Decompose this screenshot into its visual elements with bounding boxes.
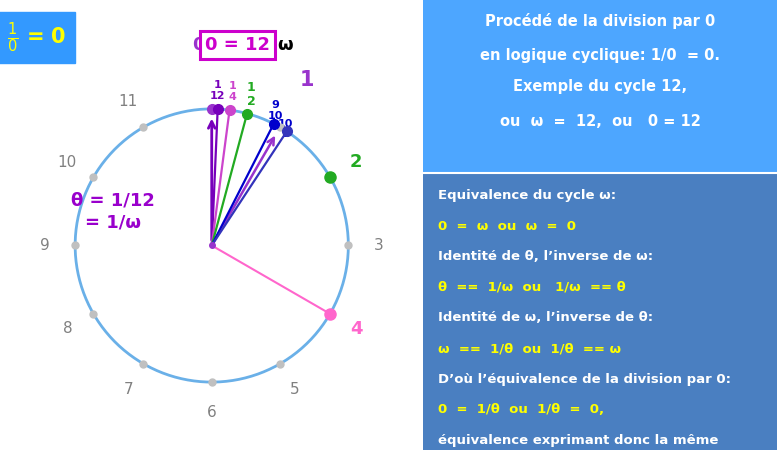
Text: 9: 9	[40, 238, 50, 253]
Text: 2: 2	[350, 153, 362, 171]
Text: 9: 9	[281, 129, 289, 140]
Text: 11: 11	[119, 94, 138, 108]
Text: 9: 9	[271, 100, 279, 110]
Text: 0 = 12: 0 = 12	[205, 36, 270, 54]
Text: D’où l’équivalence de la division par 0:: D’où l’équivalence de la division par 0:	[437, 373, 730, 386]
Text: 1: 1	[228, 81, 236, 91]
Text: 3: 3	[374, 238, 383, 253]
Text: 8: 8	[63, 321, 72, 336]
Text: 2: 2	[247, 95, 256, 108]
Text: équivalence exprimant donc la même: équivalence exprimant donc la même	[437, 434, 718, 447]
Text: 4: 4	[350, 320, 362, 338]
Text: Identité de θ, l’inverse de ω:: Identité de θ, l’inverse de ω:	[437, 250, 653, 263]
Text: Identité de ω, l’inverse de θ:: Identité de ω, l’inverse de θ:	[437, 311, 653, 324]
Text: $\frac{1}{0}$ = 0: $\frac{1}{0}$ = 0	[7, 21, 67, 55]
Bar	[423, 0, 777, 173]
Text: ou  ω  =  12,  ou   0 = 12: ou ω = 12, ou 0 = 12	[500, 114, 701, 129]
Text: 12: 12	[210, 90, 225, 101]
Text: 10: 10	[57, 155, 77, 170]
Text: 4: 4	[228, 92, 236, 102]
Text: 10: 10	[277, 119, 293, 129]
Text: en logique cyclique: 1/0  = 0.: en logique cyclique: 1/0 = 0.	[480, 48, 720, 63]
Text: 5: 5	[291, 382, 300, 397]
Text: 1: 1	[214, 80, 221, 90]
Text: Equivalence du cycle ω:: Equivalence du cycle ω:	[437, 189, 615, 202]
Text: θ  ==  1/ω  ou   1/ω  == θ: θ == 1/ω ou 1/ω == θ	[437, 281, 625, 294]
Text: 1: 1	[300, 70, 315, 90]
Text: 7: 7	[124, 382, 133, 397]
Text: 0: 0	[192, 36, 204, 54]
Text: 1: 1	[247, 81, 256, 94]
Text: Exemple du cycle 12,: Exemple du cycle 12,	[513, 79, 688, 94]
Text: 0  =  1/θ  ou  1/θ  =  0,: 0 = 1/θ ou 1/θ = 0,	[437, 403, 604, 416]
Text: 6: 6	[207, 405, 217, 420]
Text: ω: ω	[277, 36, 293, 54]
Text: θ = 1/12
= 1/ω: θ = 1/12 = 1/ω	[71, 191, 155, 231]
Text: Procédé de la division par 0: Procédé de la division par 0	[485, 13, 716, 29]
Text: ω  ==  1/θ  ou  1/θ  == ω: ω == 1/θ ou 1/θ == ω	[437, 342, 621, 355]
Text: 0  =  ω  ou  ω  =  0: 0 = ω ou ω = 0	[437, 220, 576, 233]
Text: 10: 10	[267, 111, 283, 121]
